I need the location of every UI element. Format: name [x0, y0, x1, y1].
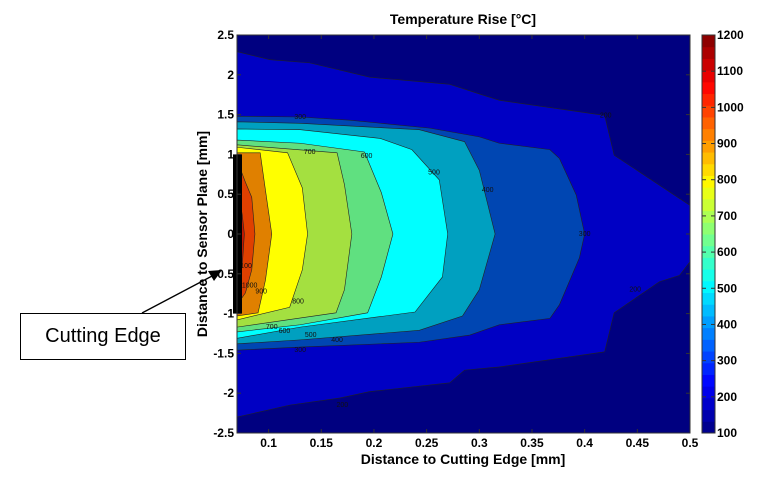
- contour-label: 300: [294, 114, 306, 121]
- y-axis: -2.5-2-1.5-1-0.500.511.522.5: [213, 28, 690, 440]
- contour-label: 700: [266, 324, 278, 331]
- colorbar-tick-label: 1100: [717, 64, 743, 78]
- colorbar-step: [702, 140, 715, 153]
- callout-label: Cutting Edge: [45, 325, 161, 347]
- x-tick-label: 0.1: [260, 436, 277, 450]
- colorbar-step: [702, 187, 715, 200]
- colorbar-step: [702, 374, 715, 387]
- contour-label: 200: [600, 112, 612, 119]
- y-tick-label: -1.5: [213, 346, 234, 360]
- colorbar-step: [702, 116, 715, 130]
- contour-label: 500: [428, 170, 440, 177]
- x-tick-label: 0.25: [415, 436, 439, 450]
- y-tick-label: -2: [223, 386, 234, 400]
- colorbar-step: [702, 81, 715, 95]
- contour-label: 700: [304, 149, 316, 156]
- y-tick-label: 0.5: [217, 187, 234, 201]
- colorbar-step: [702, 257, 715, 270]
- contour-label: 800: [292, 299, 304, 306]
- contour-label: 1000: [242, 283, 258, 290]
- colorbar-step: [702, 327, 715, 340]
- colorbar-tick-label: 200: [717, 390, 737, 404]
- arrow-head-icon: [208, 270, 222, 281]
- contour-label: 500: [305, 332, 317, 339]
- colorbar-step: [702, 397, 715, 411]
- y-tick-label: 2.5: [217, 28, 234, 42]
- colorbar-step: [702, 175, 715, 188]
- colorbar-step: [702, 35, 715, 48]
- colorbar-tick-label: 800: [717, 173, 737, 187]
- colorbar-tick-label: 100: [717, 426, 737, 440]
- colorbar-step: [702, 339, 715, 352]
- colorbar-tick-label: 300: [717, 354, 737, 368]
- y-axis-label: Distance to Sensor Plane [mm]: [194, 131, 210, 337]
- colorbar-tick-label: 1200: [717, 28, 744, 42]
- x-axis: 0.1 0.15 0.2 0.25 0.3 0.35 0.4 0.45 0.5: [260, 35, 699, 450]
- plot-area: 3007006005004003002002001100100090080070…: [237, 35, 690, 433]
- colorbar-tick-label: 1000: [717, 100, 744, 114]
- x-tick-label: 0.35: [520, 436, 544, 450]
- colorbar-tick-label: 500: [717, 281, 737, 295]
- colorbar-step: [702, 198, 715, 212]
- colorbar-step: [702, 351, 715, 364]
- colorbar-tick-label: 700: [717, 209, 737, 223]
- colorbar-step: [702, 362, 715, 375]
- colorbar-step: [702, 304, 715, 317]
- x-tick-label: 0.45: [626, 436, 650, 450]
- x-tick-label: 0.5: [682, 436, 699, 450]
- contour-label: 900: [255, 288, 267, 295]
- colorbar-step: [702, 210, 715, 223]
- contour-label: 600: [279, 328, 291, 335]
- colorbar-step: [702, 70, 715, 83]
- colorbar-tick-label: 400: [717, 317, 737, 331]
- contour-label: 1100: [237, 263, 252, 270]
- y-tick-label: 1: [227, 147, 234, 161]
- x-tick-label: 0.2: [366, 436, 383, 450]
- colorbar-step: [702, 163, 715, 176]
- contour-label: 400: [331, 337, 343, 344]
- colorbar: 100 200 300 400 500 600 700 800 900 1000 1100 1200: [701, 28, 744, 440]
- colorbar-step: [702, 222, 715, 235]
- colorbar-step: [702, 245, 715, 258]
- y-tick-label: -2.5: [213, 426, 234, 440]
- x-tick-label: 0.3: [471, 436, 488, 450]
- contour-label: 600: [361, 153, 373, 160]
- colorbar-step: [702, 58, 715, 71]
- x-tick-label: 0.4: [576, 436, 593, 450]
- colorbar-step: [702, 409, 715, 422]
- x-axis-label: Distance to Cutting Edge [mm]: [361, 451, 566, 467]
- colorbar-step: [702, 292, 715, 305]
- colorbar-frame: [701, 34, 716, 434]
- colorbar-tick-label: 600: [717, 245, 737, 259]
- colorbar-tick-label: 900: [717, 137, 737, 151]
- colorbar-step: [702, 152, 715, 165]
- colorbar-step: [702, 421, 715, 434]
- colorbar-step: [702, 93, 715, 106]
- chart-title: Temperature Rise [°C]: [390, 11, 536, 27]
- y-tick-label: 2: [227, 68, 234, 82]
- colorbar-step: [702, 105, 715, 118]
- contour-label: 400: [482, 187, 494, 194]
- contour-label: 200: [629, 287, 641, 294]
- contour-label: 300: [294, 347, 306, 354]
- cutting-edge-callout: Cutting Edge: [20, 313, 186, 360]
- colorbar-step: [702, 280, 715, 294]
- colorbar-step: [702, 46, 715, 59]
- colorbar-step: [702, 269, 715, 282]
- colorbar-step: [702, 315, 715, 329]
- y-tick-label: 1.5: [217, 108, 234, 122]
- x-tick-label: 0.15: [310, 436, 334, 450]
- y-tick-label: -1: [223, 307, 234, 321]
- colorbar-step: [702, 128, 715, 141]
- contour-label: 200: [337, 402, 349, 409]
- y-tick-label: 0: [227, 227, 234, 241]
- contour-label: 300: [579, 231, 591, 238]
- annotation-arrow: [141, 270, 222, 314]
- colorbar-step: [702, 234, 715, 247]
- colorbar-step: [702, 386, 715, 399]
